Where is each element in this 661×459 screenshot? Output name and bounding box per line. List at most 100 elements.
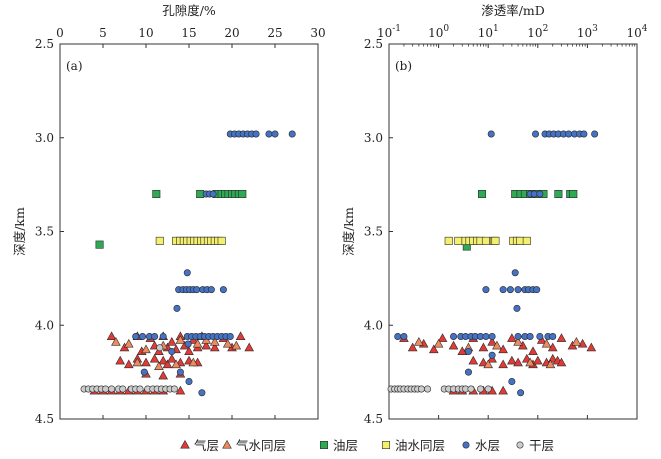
data-point bbox=[508, 377, 516, 385]
data-point bbox=[545, 359, 556, 369]
y-axis-title: 深度/km bbox=[341, 207, 356, 256]
legend-label: 气层 bbox=[194, 438, 219, 453]
data-point bbox=[115, 355, 126, 365]
data-point bbox=[482, 332, 490, 340]
data-point bbox=[288, 130, 296, 138]
y-tick-label: 3.5 bbox=[35, 225, 54, 239]
x-tick-label-base: 10 bbox=[577, 26, 592, 40]
data-point bbox=[484, 385, 492, 393]
x-tick-label: 20 bbox=[224, 26, 239, 40]
x-tick-label: 5 bbox=[99, 26, 107, 40]
y-axis-title: 深度/km bbox=[12, 207, 27, 256]
data-point bbox=[513, 357, 523, 367]
data-point bbox=[488, 351, 496, 359]
data-point bbox=[188, 357, 199, 367]
y-tick-label: 3.5 bbox=[364, 225, 383, 239]
x-tick-label: 10 bbox=[138, 26, 153, 40]
series-circle-4472c4 bbox=[132, 130, 296, 397]
data-point bbox=[149, 353, 160, 363]
data-point bbox=[271, 130, 279, 138]
data-point bbox=[183, 269, 191, 277]
data-point bbox=[492, 340, 502, 350]
data-point bbox=[185, 377, 193, 385]
x-tick-label: 102 bbox=[527, 24, 548, 40]
data-point bbox=[488, 332, 496, 340]
data-point bbox=[162, 359, 173, 369]
data-point bbox=[516, 236, 525, 245]
panel-label: (b) bbox=[395, 59, 412, 73]
x-tick-label-base: 10 bbox=[527, 26, 542, 40]
data-point bbox=[482, 286, 490, 294]
data-point bbox=[207, 286, 215, 294]
data-point bbox=[171, 359, 181, 369]
data-point bbox=[168, 347, 176, 355]
data-point bbox=[437, 333, 448, 342]
legend-marker bbox=[462, 441, 470, 449]
x-tick-label-exponent: 4 bbox=[642, 24, 648, 34]
data-point bbox=[166, 353, 177, 363]
data-point bbox=[400, 332, 408, 340]
data-point bbox=[394, 332, 402, 340]
data-point bbox=[414, 337, 424, 346]
x-tick-label: 101 bbox=[478, 24, 499, 40]
panel-label: (a) bbox=[66, 59, 83, 73]
x-tick-label: 0 bbox=[56, 26, 64, 40]
y-tick-label: 4.5 bbox=[35, 412, 54, 426]
data-point bbox=[252, 130, 260, 138]
data-point bbox=[141, 344, 151, 354]
y-tick-label: 3.0 bbox=[35, 131, 54, 145]
data-point bbox=[549, 332, 557, 340]
data-point bbox=[139, 332, 147, 340]
data-point bbox=[528, 346, 538, 356]
data-point bbox=[532, 130, 540, 138]
data-point bbox=[514, 332, 522, 340]
x-tick-label: 15 bbox=[181, 26, 196, 40]
data-point bbox=[209, 342, 220, 352]
data-point bbox=[219, 286, 227, 294]
data-point bbox=[522, 236, 531, 245]
x-tick-label: 30 bbox=[310, 26, 325, 40]
data-point bbox=[155, 236, 164, 245]
data-point bbox=[151, 332, 159, 340]
x-tick-label: 10-1 bbox=[377, 24, 401, 40]
data-point bbox=[141, 357, 151, 367]
data-point bbox=[499, 286, 507, 294]
x-tick-label: 103 bbox=[577, 24, 598, 40]
data-point bbox=[192, 338, 203, 348]
x-tick-label: 25 bbox=[267, 26, 282, 40]
series-circle-cccccc bbox=[80, 344, 178, 393]
data-point bbox=[108, 385, 116, 393]
data-point bbox=[525, 357, 535, 367]
legend-label: 干层 bbox=[529, 438, 554, 453]
data-point bbox=[209, 337, 220, 346]
x-tick-label-exponent: -1 bbox=[392, 24, 401, 34]
data-point bbox=[154, 361, 164, 371]
y-tick-label: 4.5 bbox=[364, 412, 383, 426]
x-tick-label-exponent: 0 bbox=[443, 24, 449, 34]
legend-label: 油层 bbox=[333, 438, 358, 453]
data-point bbox=[507, 333, 517, 342]
data-point bbox=[226, 332, 234, 340]
y-tick-label: 4.0 bbox=[364, 318, 383, 332]
data-point bbox=[159, 332, 167, 340]
data-point bbox=[173, 304, 181, 312]
data-point bbox=[119, 385, 127, 393]
x-tick-label: 104 bbox=[626, 24, 647, 40]
data-point bbox=[464, 368, 472, 376]
data-point bbox=[478, 357, 489, 367]
data-point bbox=[184, 346, 194, 356]
data-point bbox=[140, 368, 148, 376]
data-point bbox=[448, 340, 459, 350]
series-triangle-ee8a5e bbox=[414, 337, 582, 369]
x-tick-label-base: 10 bbox=[377, 26, 392, 40]
data-point bbox=[556, 333, 567, 342]
data-point bbox=[454, 236, 463, 245]
x-axis-title: 孔隙度/% bbox=[162, 3, 216, 18]
data-point bbox=[481, 236, 490, 245]
data-point bbox=[586, 342, 597, 352]
data-point bbox=[511, 269, 519, 277]
x-tick-label-base: 10 bbox=[478, 26, 493, 40]
chart-panel-permeability: 10-1 100 101 102 103 1042.53.03.54.04.5渗透率/mD… bbox=[341, 3, 648, 426]
data-point bbox=[265, 130, 273, 138]
y-tick-label: 3.0 bbox=[364, 131, 383, 145]
